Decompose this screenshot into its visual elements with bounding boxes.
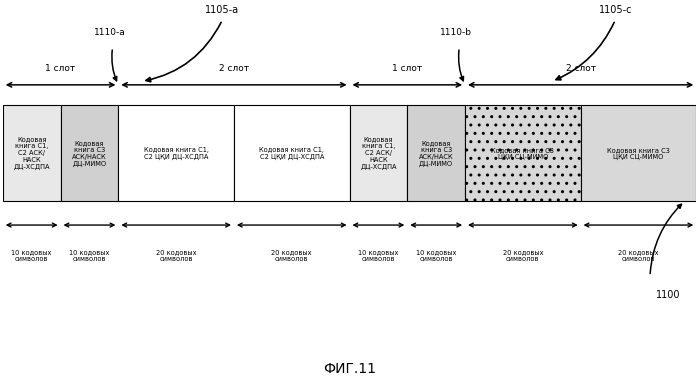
Text: Кодовая книга С1,
С2 ЦҚИ ДЦ-ХСДПА: Кодовая книга С1, С2 ЦҚИ ДЦ-ХСДПА xyxy=(144,147,208,160)
Bar xyxy=(234,105,350,201)
Text: Кодовая
книга С1,
С2 АСК/
НАСК
ДЦ-ХСДПА: Кодовая книга С1, С2 АСК/ НАСК ДЦ-ХСДПА xyxy=(13,136,50,170)
Text: 1 слот: 1 слот xyxy=(392,64,422,73)
Text: 1110-a: 1110-a xyxy=(94,28,126,37)
Text: Кодовая книга С3
ЦҚИ СЦ-МИМО: Кодовая книга С3 ЦҚИ СЦ-МИМО xyxy=(491,147,554,160)
Bar xyxy=(350,105,408,201)
Text: ФИГ.11: ФИГ.11 xyxy=(323,362,376,376)
Text: 1105-c: 1105-c xyxy=(598,5,632,15)
Text: Кодовая
книга С1,
С2 АСК/
НАСК
ДЦ-ХСДПА: Кодовая книга С1, С2 АСК/ НАСК ДЦ-ХСДПА xyxy=(360,136,396,170)
Bar xyxy=(118,105,234,201)
Text: Кодовая книга С3
ЦҚИ СЦ-МИМО: Кодовая книга С3 ЦҚИ СЦ-МИМО xyxy=(607,147,670,160)
Text: 10 кодовых
символов: 10 кодовых символов xyxy=(416,249,456,262)
Text: 10 кодовых
символов: 10 кодовых символов xyxy=(358,249,398,262)
Text: 10 кодовых
символов: 10 кодовых символов xyxy=(69,249,110,262)
Text: Кодовая книга С1,
С2 ЦҚИ ДЦ-ХСДПА: Кодовая книга С1, С2 ЦҚИ ДЦ-ХСДПА xyxy=(259,147,324,160)
Text: 20 кодовых
символов: 20 кодовых символов xyxy=(271,249,312,262)
Bar xyxy=(408,105,465,201)
Text: 1100: 1100 xyxy=(656,290,680,300)
Bar xyxy=(3,105,61,201)
Bar xyxy=(465,105,581,201)
Text: Кодовая
книга С3
АСК/НАСК
ДЦ-МИМО: Кодовая книга С3 АСК/НАСК ДЦ-МИМО xyxy=(72,139,107,167)
Text: 20 кодовых
символов: 20 кодовых символов xyxy=(156,249,196,262)
Text: 1110-b: 1110-b xyxy=(440,28,473,37)
Bar xyxy=(581,105,696,201)
Text: 10 кодовых
символов: 10 кодовых символов xyxy=(11,249,52,262)
Text: 1 слот: 1 слот xyxy=(45,64,75,73)
Bar xyxy=(61,105,118,201)
Text: 20 кодовых
символов: 20 кодовых символов xyxy=(503,249,543,262)
Text: 20 кодовых
символов: 20 кодовых символов xyxy=(618,249,658,262)
Text: 2 слот: 2 слот xyxy=(565,64,596,73)
Text: Кодовая
книга С3
АСК/НАСК
ДЦ-МИМО: Кодовая книга С3 АСК/НАСК ДЦ-МИМО xyxy=(419,139,454,167)
Text: 1105-a: 1105-a xyxy=(206,5,240,15)
Text: 2 слот: 2 слот xyxy=(219,64,249,73)
